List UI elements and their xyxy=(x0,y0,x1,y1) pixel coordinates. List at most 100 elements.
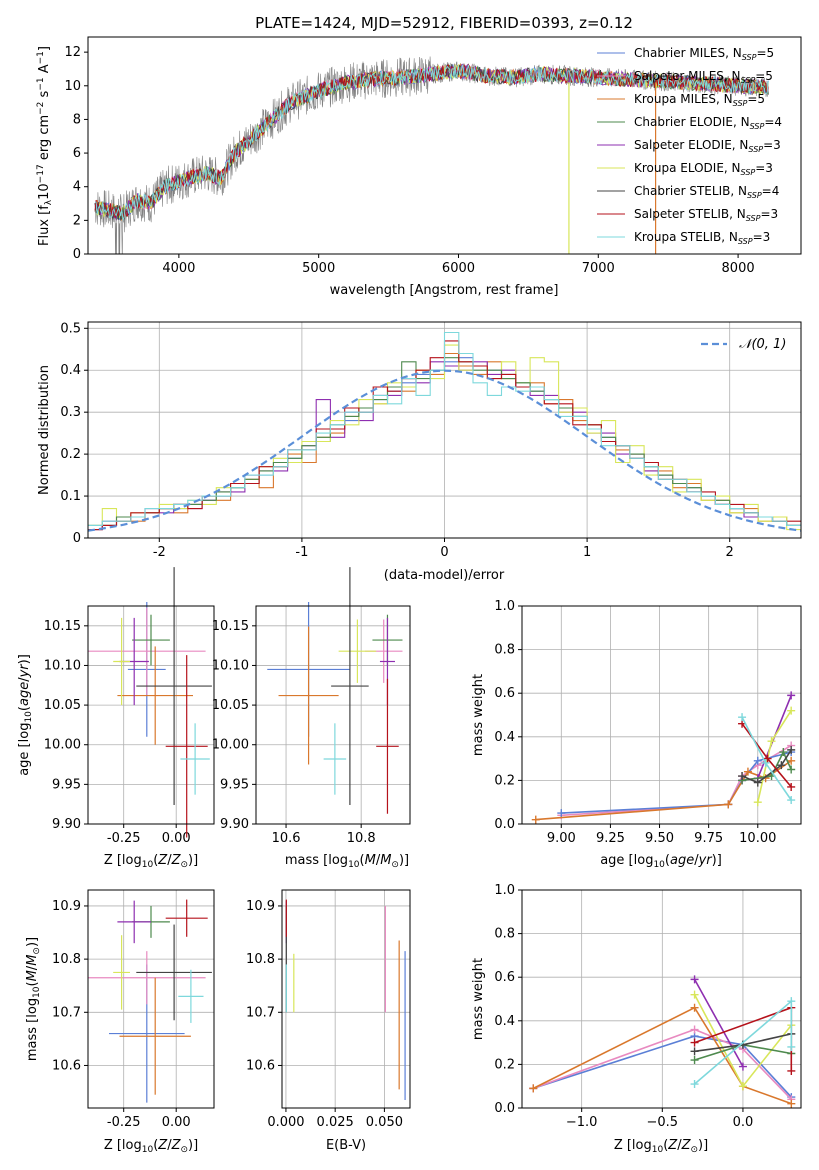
label-part: / xyxy=(694,853,699,868)
label-part: )] xyxy=(712,853,722,868)
label-part: )] xyxy=(698,1138,708,1153)
label-part: ( xyxy=(360,853,365,868)
label-part: Z xyxy=(157,853,168,868)
weight-series xyxy=(741,695,792,782)
x-tick-label: 10.8 xyxy=(347,831,376,846)
error-point xyxy=(119,977,191,1095)
y-tick-label: 0.4 xyxy=(60,363,81,378)
y-axis-label: mass [log10(M/M⊙)] xyxy=(25,937,42,1061)
error-point xyxy=(113,935,130,1010)
legend-sub: SSP xyxy=(746,214,761,223)
axes-frame xyxy=(255,605,411,825)
error-point xyxy=(136,567,212,805)
label-part: Z [log xyxy=(104,1138,142,1153)
y-axis-label: Normed distribution xyxy=(37,365,52,495)
weight-marker xyxy=(787,691,796,700)
legend-sub: SSP xyxy=(738,237,753,246)
legend-sub: SSP xyxy=(742,53,757,62)
label-part: Z [log xyxy=(104,853,142,868)
legend-sub: SSP xyxy=(748,145,763,154)
label-part: age xyxy=(17,682,32,706)
chart-title: PLATE=1424, MJD=52912, FIBERID=0393, z=0… xyxy=(255,14,633,32)
x-axis-label: age [log10(age/yr)] xyxy=(600,853,722,870)
label-part: age xyxy=(670,853,694,868)
label-part: mass [log xyxy=(25,998,40,1061)
weight-marker xyxy=(690,1003,699,1012)
label-part: mass [log xyxy=(285,853,348,868)
label-part: ⊙ xyxy=(180,860,188,870)
chart-7: −1.0 −0.5 0.00.00.20.40.60.81.0Z [log10(Z/… xyxy=(471,883,802,1155)
plot-area xyxy=(94,56,769,254)
label-part: yr xyxy=(698,853,714,868)
y-tick-label: 0.0 xyxy=(494,817,515,832)
legend-text: Chabrier STELIB, N xyxy=(634,184,747,198)
legend-text: Kroupa MILES, N xyxy=(634,92,733,106)
y-tick-label: 10.8 xyxy=(52,952,81,967)
legend-num: =3 xyxy=(760,207,778,221)
x-tick-label: 6000 xyxy=(442,261,475,276)
label-part: yr xyxy=(17,663,32,679)
legend-text: Chabrier MILES, N xyxy=(634,46,742,60)
x-tick-label: 8000 xyxy=(722,261,755,276)
legend-sub: SSP xyxy=(733,99,748,108)
x-tick-label: 10.00 xyxy=(739,831,776,846)
label-part: 10 xyxy=(32,986,42,998)
y-axis-label: age [log10(age/yr)] xyxy=(17,654,34,776)
x-tick-label: -0.25 xyxy=(107,831,141,846)
legend-entry: Kroupa MILES, NSSP=5 xyxy=(634,92,765,108)
x-tick-label: 0.0 xyxy=(733,1115,754,1130)
legend-sub: SSP xyxy=(741,168,756,177)
y-axis-label: mass weight xyxy=(471,958,486,1040)
y-tick-label: 10.15 xyxy=(44,619,81,634)
label-part: ⊙ xyxy=(391,860,399,870)
axes-frame xyxy=(87,321,802,539)
weight-marker xyxy=(690,1047,699,1056)
weight-series xyxy=(535,760,792,821)
error-point xyxy=(323,723,347,795)
x-tick-label: 0.050 xyxy=(366,1115,403,1130)
legend-entry: 𝒩(0, 1) xyxy=(739,337,786,352)
label-part: age [log xyxy=(600,853,653,868)
x-tick-label: 0.00 xyxy=(162,1115,191,1130)
legend-entry: Chabrier ELODIE, NSSP=4 xyxy=(634,115,782,131)
weight-marker xyxy=(690,1025,699,1034)
error-point xyxy=(178,969,204,1023)
axes-frame xyxy=(87,605,215,825)
x-tick-label: 4000 xyxy=(162,261,195,276)
y-tick-label: 1.0 xyxy=(494,883,515,898)
error-point xyxy=(88,607,206,695)
legend-text: Kroupa STELIB, N xyxy=(634,230,738,244)
legend-num: =4 xyxy=(762,184,780,198)
weight-marker xyxy=(743,767,752,776)
error-point xyxy=(117,646,193,745)
y-tick-label: 1.0 xyxy=(494,599,515,614)
y-tick-label: 0.1 xyxy=(60,489,81,504)
legend-entry: Chabrier MILES, NSSP=5 xyxy=(634,46,774,62)
label-part: s xyxy=(37,90,52,101)
model-spectrum-line xyxy=(94,63,769,221)
weight-marker xyxy=(738,1082,747,1091)
y-tick-label: 0.8 xyxy=(494,927,515,942)
y-tick-label: 0.4 xyxy=(494,730,515,745)
legend-entry: Kroupa ELODIE, NSSP=3 xyxy=(634,161,773,177)
x-axis-label: wavelength [Angstrom, rest frame] xyxy=(330,283,559,298)
y-tick-label: 9.95 xyxy=(220,777,249,792)
y-tick-label: 0.6 xyxy=(494,970,515,985)
label-part: ( xyxy=(153,1138,158,1153)
weight-marker xyxy=(787,782,796,791)
label-part: 10 xyxy=(24,711,34,723)
error-point xyxy=(278,626,339,765)
label-part: / xyxy=(167,1138,172,1153)
label-part: −2 xyxy=(36,102,46,115)
legend-sub: SSP xyxy=(750,122,765,131)
label-part: Z xyxy=(171,1138,182,1153)
label-part: M xyxy=(365,853,376,868)
weight-marker xyxy=(763,754,772,763)
label-part: M xyxy=(380,853,391,868)
y-tick-label: 10.10 xyxy=(44,658,81,673)
error-point xyxy=(113,617,130,706)
y-axis-label: Flux [fλ10−17 erg cm−2 s−1 A−1] xyxy=(36,46,54,246)
label-part: )] xyxy=(25,937,40,947)
legend-text: Salpeter ELODIE, N xyxy=(634,138,748,152)
